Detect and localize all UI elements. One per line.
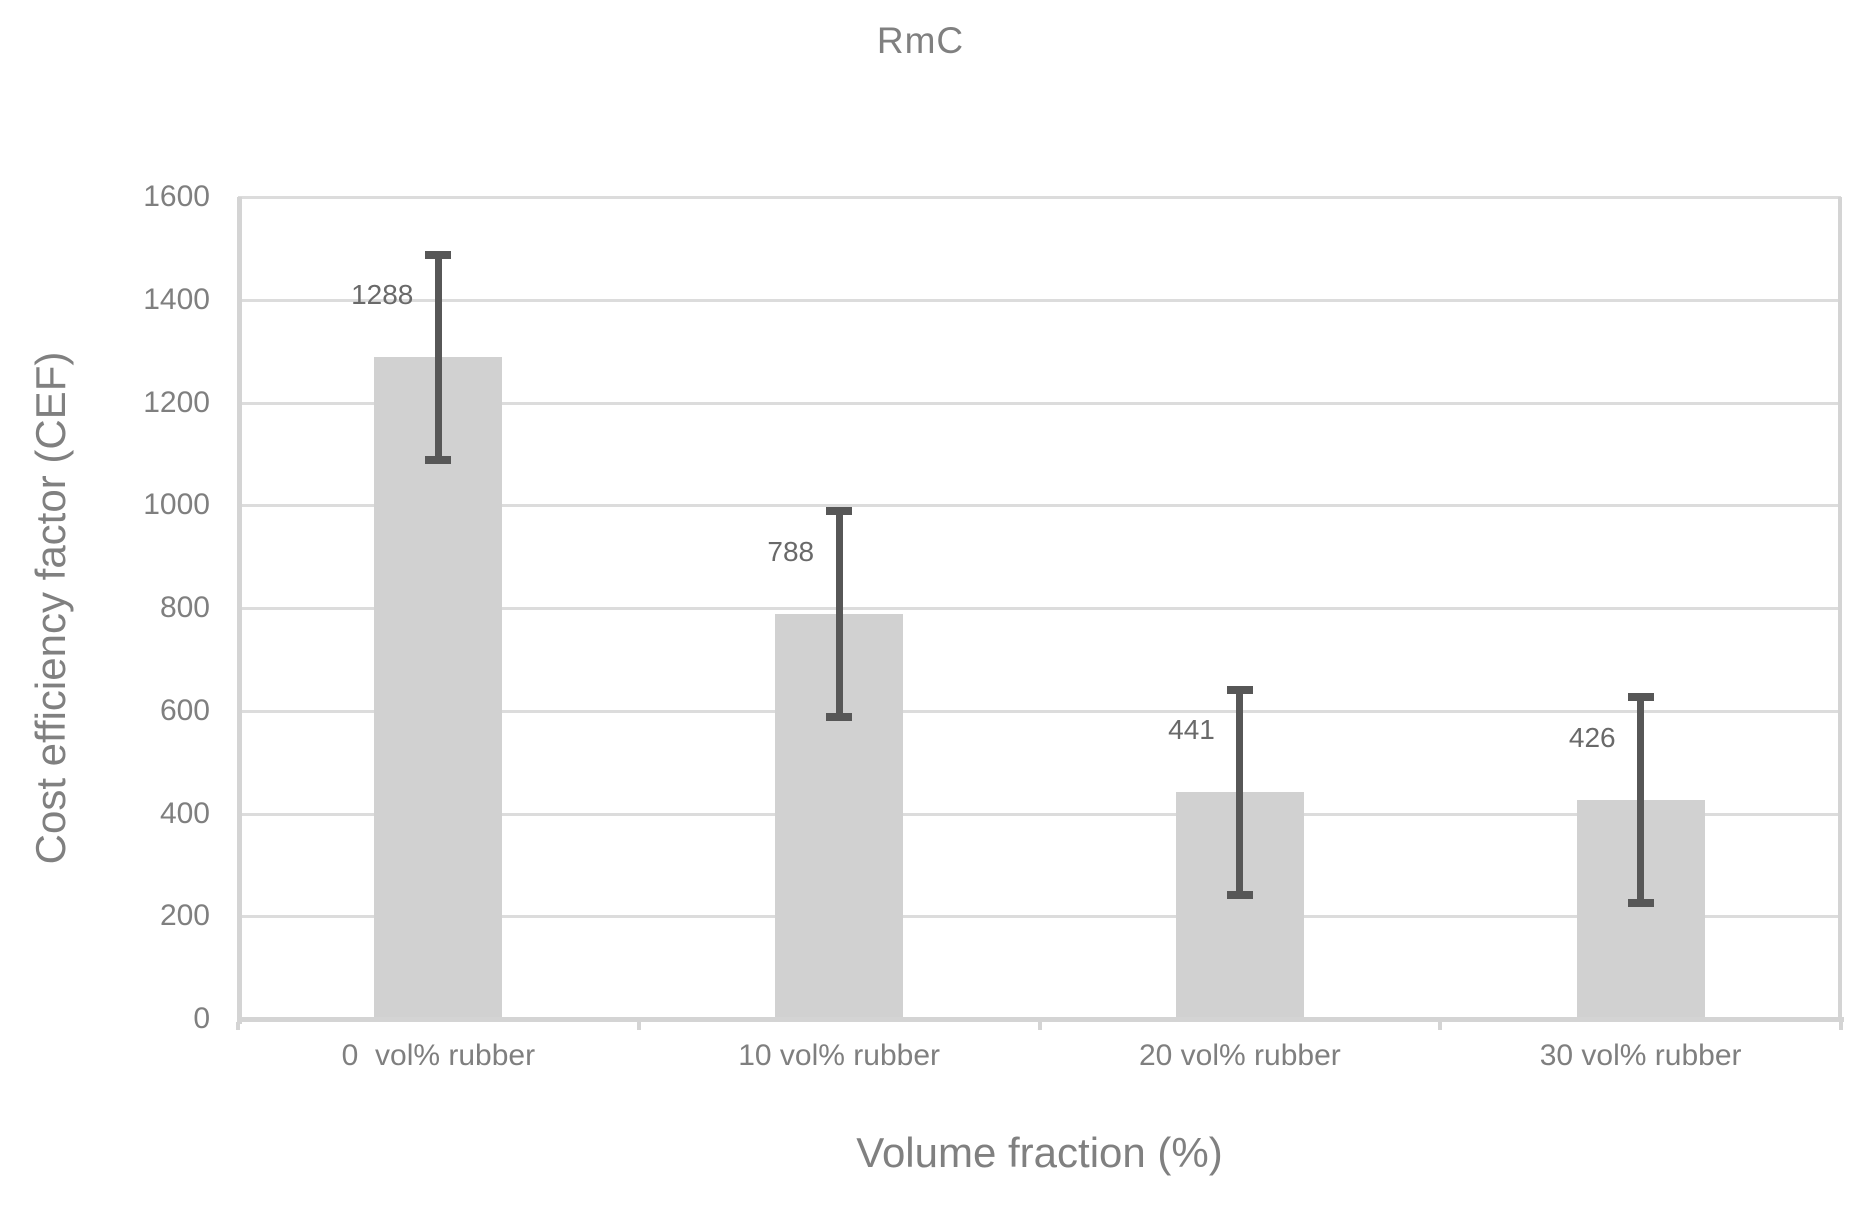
y-tick-label: 200 bbox=[159, 899, 210, 933]
bar-value-label: 426 bbox=[1568, 722, 1616, 754]
bar bbox=[374, 357, 503, 1018]
chart-title: RmC bbox=[876, 20, 965, 61]
gridline bbox=[238, 607, 1841, 610]
error-bar-cap-bottom bbox=[1226, 891, 1253, 900]
x-category-label: 0 vol% rubber bbox=[341, 1039, 536, 1072]
error-bar-line bbox=[835, 511, 843, 717]
x-category-label: 30 vol% rubber bbox=[1539, 1039, 1742, 1072]
error-bar-line bbox=[1236, 689, 1244, 896]
y-tick-label: 600 bbox=[159, 693, 210, 727]
x-axis-tick bbox=[1037, 1022, 1042, 1030]
error-bar-line bbox=[434, 254, 442, 461]
error-bar-cap-bottom bbox=[826, 712, 853, 721]
gridline bbox=[238, 709, 1841, 713]
error-bar-cap-bottom bbox=[425, 456, 452, 465]
x-axis-tick bbox=[1438, 1022, 1443, 1030]
x-category-label: 20 vol% rubber bbox=[1138, 1039, 1341, 1072]
y-tick-label: 1600 bbox=[143, 180, 210, 213]
y-tick-label: 1400 bbox=[143, 282, 210, 316]
y-tick-label: 1000 bbox=[143, 488, 210, 522]
gridline bbox=[238, 196, 1841, 199]
x-axis-line bbox=[237, 1017, 1844, 1022]
x-axis-tick bbox=[636, 1022, 641, 1030]
y-tick-label: 0 bbox=[193, 1002, 210, 1035]
error-bar-cap-bottom bbox=[1627, 898, 1654, 907]
error-bar-line bbox=[1637, 697, 1645, 903]
gridline bbox=[238, 298, 1841, 302]
gridline bbox=[238, 504, 1841, 508]
bar-value-label: 788 bbox=[767, 536, 815, 568]
gridline bbox=[238, 401, 1841, 405]
x-axis-title: Volume fraction (%) bbox=[856, 1129, 1223, 1176]
y-tick-label: 800 bbox=[159, 591, 210, 624]
gridline bbox=[238, 812, 1841, 816]
y-tick-label: 400 bbox=[159, 796, 210, 830]
bar-value-label: 441 bbox=[1168, 714, 1215, 746]
error-bar-cap-top bbox=[1226, 685, 1253, 694]
error-bar-cap-top bbox=[826, 507, 853, 516]
x-axis-tick bbox=[1839, 1022, 1843, 1030]
y-tick-label: 1200 bbox=[143, 385, 210, 419]
bar-value-label: 1288 bbox=[351, 279, 414, 311]
x-category-label: 10 vol% rubber bbox=[738, 1039, 941, 1072]
error-bar-cap-top bbox=[1627, 693, 1654, 702]
y-axis-line bbox=[237, 197, 242, 1024]
error-bar-cap-top bbox=[425, 250, 452, 259]
plot-right-border bbox=[1838, 197, 1842, 1022]
x-axis-tick bbox=[236, 1022, 240, 1030]
plot-area: 1288 788 441 426 bbox=[237, 196, 1844, 1024]
gridline bbox=[238, 915, 1841, 919]
